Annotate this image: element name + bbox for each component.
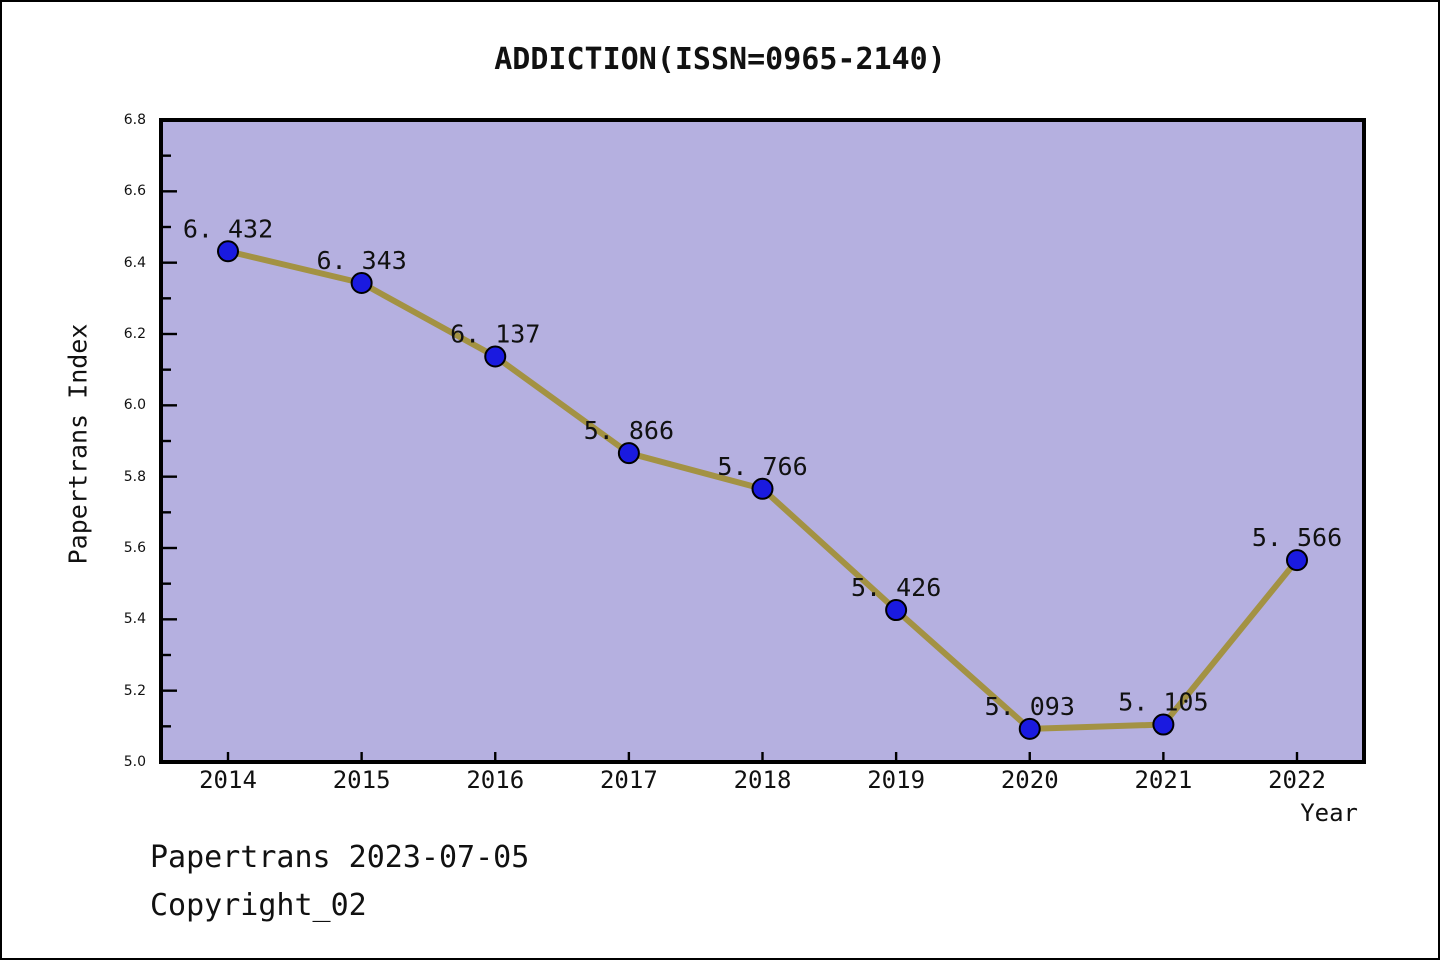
y-tick-label: 6.8 [123,112,146,128]
x-axis-label: Year [1300,799,1358,827]
data-point [617,442,640,465]
y-axis-ticks: 5.0 5.2 5.4 5.6 5.8 6.0 6.2 6.4 6.6 6.8 [2,2,154,958]
y-tick-label: 6.0 [123,397,146,414]
x-tick-label: 2015 [332,766,391,794]
plot-background [161,120,1364,762]
data-point-label: 5. 766 [717,452,807,481]
data-point-label: 5. 105 [1118,688,1208,717]
plot-frame [159,118,1366,764]
y-tick-label: 6.4 [123,254,146,271]
x-tick-label: 2020 [1000,766,1059,794]
y-tick-label: 5.8 [123,468,146,485]
x-tick-label: 2021 [1134,766,1193,794]
x-tick-label: 2014 [199,766,257,794]
data-point-label: 5. 093 [985,692,1075,721]
data-point [751,477,774,500]
y-tick-label: 6.2 [123,326,146,342]
y-tick-label: 5.6 [123,540,146,556]
footer-copyright: Copyright_02 [150,888,367,923]
data-point [350,271,373,294]
data-point-label: 6. 137 [450,319,540,348]
x-tick-label: 2017 [599,766,658,794]
y-tick-label: 5.4 [123,611,146,628]
data-point [1286,549,1308,572]
line-chart: 6. 432 6. 343 6. 137 5. 866 5. 766 5. 426 5. 0… [159,118,1366,764]
data-point [1018,717,1041,740]
data-point-label: 5. 566 [1252,523,1342,552]
plot-area: 6. 432 6. 343 6. 137 5. 866 5. 766 5. 426 5. 0… [159,118,1366,764]
data-point-label: 5. 426 [851,573,941,602]
data-point-label: 5. 866 [584,416,674,445]
data-point [217,240,239,263]
y-tick-label: 5.0 [123,754,146,770]
data-point [885,599,908,622]
x-tick-label: 2022 [1268,766,1326,794]
chart-title: ADDICTION(ISSN=0965-2140) [494,42,946,77]
y-tick-label: 6.6 [123,183,146,200]
x-tick-label: 2016 [466,766,525,794]
data-point [484,345,507,368]
x-tick-label: 2019 [867,766,926,794]
data-point [1152,713,1175,736]
y-tick-label: 5.2 [123,682,146,699]
data-point-label: 6. 432 [183,214,273,243]
data-point-label: 6. 343 [316,246,406,275]
footer-source-date: Papertrans 2023-07-05 [150,840,530,875]
x-tick-label: 2018 [733,766,792,794]
